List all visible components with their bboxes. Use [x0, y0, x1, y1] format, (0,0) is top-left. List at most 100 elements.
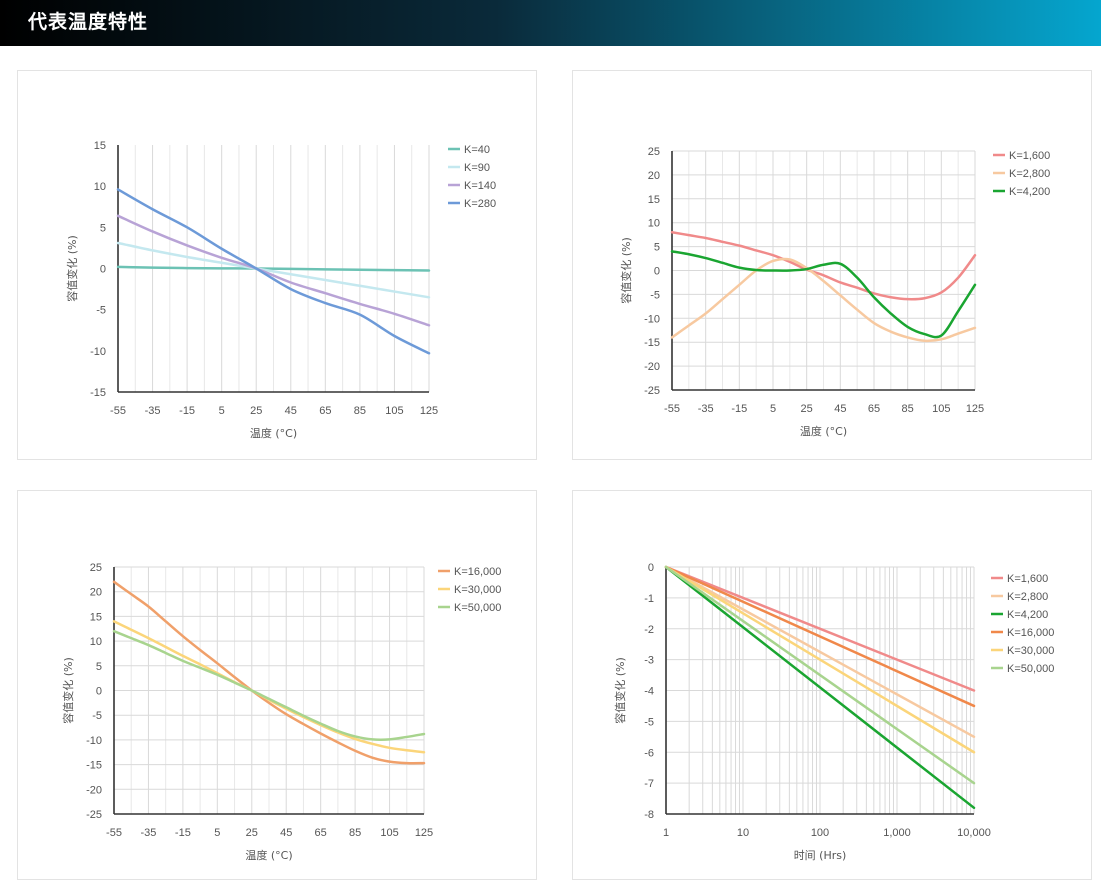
y-axis-label: 容值变化 (%): [61, 657, 75, 724]
y-tick-label: 0: [648, 562, 654, 574]
y-tick-label: -7: [644, 778, 654, 790]
y-tick-label: 0: [96, 686, 102, 698]
x-tick-label: 45: [280, 827, 292, 839]
y-tick-label: 15: [94, 140, 106, 152]
y-tick-label: 10: [94, 181, 106, 193]
y-tick-label: -15: [644, 337, 660, 349]
legend-label: K=30,000: [454, 584, 501, 596]
x-tick-label: 125: [415, 827, 433, 839]
legend-label: K=16,000: [1007, 627, 1054, 639]
series-line-5: [664, 565, 976, 754]
x-tick-label: 10,000: [957, 827, 991, 839]
x-tick-label: 1: [663, 827, 669, 839]
series-line-3: [116, 214, 431, 327]
x-tick-label: -15: [179, 405, 195, 417]
series-line-6: [664, 565, 976, 785]
y-tick-label: -5: [644, 716, 654, 728]
x-tick-label: 65: [868, 403, 880, 415]
x-tick-label: -35: [145, 405, 161, 417]
legend-label: K=90: [464, 162, 490, 174]
legend-label: K=40: [464, 144, 490, 156]
chart-panel-class-4: 25 20 15 10 5 0 -5 -10 -15 -20 -25 -55 -35 -15 5 25 45 65…: [17, 490, 537, 880]
y-tick-label: 20: [648, 170, 660, 182]
x-tick-label: 25: [250, 405, 262, 417]
y-tick-label: -5: [92, 710, 102, 722]
series-line-3: [112, 629, 426, 741]
legend-label: K=2,800: [1007, 591, 1048, 603]
x-tick-label: 45: [834, 403, 846, 415]
page-header: 代表温度特性: [0, 0, 1101, 46]
legend-label: K=140: [464, 180, 496, 192]
series-line-2: [116, 241, 431, 299]
x-tick-label: 125: [966, 403, 984, 415]
legend-label: K=16,000: [454, 566, 501, 578]
legend-label: K=50,000: [454, 602, 501, 614]
chart-panel-class-1: 15 10 5 0 -5 -10 -15 -55 -35 -15 5 25 45 65 85 105 125 温度…: [17, 70, 537, 460]
legend-label: K=1,600: [1009, 150, 1050, 162]
series-line-3: [664, 565, 976, 810]
y-tick-label: 10: [648, 218, 660, 230]
x-tick-label: 105: [385, 405, 403, 417]
x-tick-label: 45: [285, 405, 297, 417]
y-tick-label: 25: [90, 562, 102, 574]
x-tick-label: 5: [219, 405, 225, 417]
series-line-4: [116, 188, 431, 355]
y-tick-label: -10: [86, 735, 102, 747]
page-title: 代表温度特性: [28, 11, 149, 33]
y-tick-label: -15: [86, 760, 102, 772]
x-axis-label: 时间 (Hrs): [794, 849, 847, 862]
x-tick-label: -15: [731, 403, 747, 415]
legend-label: K=50,000: [1007, 663, 1054, 675]
y-tick-label: -1: [644, 593, 654, 605]
legend-label: K=1,600: [1007, 573, 1048, 585]
y-tick-label: 5: [96, 661, 102, 673]
chart-panel-class-2: 25 20 15 10 5 0 -5 -10 -15 -20 -25 -55 -35 -15 5 25 45 65…: [572, 70, 1092, 460]
y-tick-label: -25: [644, 385, 660, 397]
legend-label: K=280: [464, 198, 496, 210]
y-tick-label: 0: [654, 266, 660, 278]
y-tick-label: 5: [654, 242, 660, 254]
x-tick-label: -35: [698, 403, 714, 415]
y-tick-label: -5: [650, 289, 660, 301]
y-tick-label: -10: [90, 346, 106, 358]
legend-label: K=4,200: [1009, 186, 1050, 198]
x-axis-label: 温度 (°C): [250, 426, 297, 440]
y-tick-label: -20: [644, 361, 660, 373]
y-tick-label: -25: [86, 809, 102, 821]
y-axis-label: 容值变化 (%): [613, 657, 627, 724]
legend-label: K=2,800: [1009, 168, 1050, 180]
x-tick-label: 105: [380, 827, 398, 839]
x-tick-label: 85: [902, 403, 914, 415]
series-line-2: [664, 565, 976, 739]
x-tick-label: 5: [214, 827, 220, 839]
x-tick-label: 10: [737, 827, 749, 839]
x-tick-label: 85: [354, 405, 366, 417]
x-tick-label: 100: [811, 827, 829, 839]
series-line-1: [116, 265, 431, 272]
x-tick-label: 125: [420, 405, 438, 417]
legend-label: K=4,200: [1007, 609, 1048, 621]
x-axis-label: 温度 (°C): [800, 424, 847, 438]
y-tick-label: -6: [644, 747, 654, 759]
y-tick-label: 25: [648, 146, 660, 158]
y-tick-label: -2: [644, 624, 654, 636]
y-tick-label: 5: [100, 222, 106, 234]
x-tick-label: -35: [140, 827, 156, 839]
y-tick-label: 15: [648, 194, 660, 206]
y-tick-label: -20: [86, 784, 102, 796]
x-axis-label: 温度 (°C): [245, 848, 292, 862]
x-tick-label: 5: [770, 403, 776, 415]
x-tick-label: 1,000: [883, 827, 911, 839]
chart-panel-aging: 0 -1 -2 -3 -4 -5 -6 -7 -8 1 10 100 1,000 10,000 时间 (Hr…: [572, 490, 1092, 880]
series-line-4: [664, 565, 976, 708]
x-tick-label: 105: [932, 403, 950, 415]
y-tick-label: 15: [90, 611, 102, 623]
series-line-1: [112, 580, 426, 765]
chart-aging-svg: 0 -1 -2 -3 -4 -5 -6 -7 -8 1 10 100 1,000 10,000 时间 (Hr…: [613, 562, 1054, 862]
y-axis-label: 容值变化 (%): [619, 237, 633, 304]
y-tick-label: -10: [644, 313, 660, 325]
y-tick-label: 20: [90, 587, 102, 599]
